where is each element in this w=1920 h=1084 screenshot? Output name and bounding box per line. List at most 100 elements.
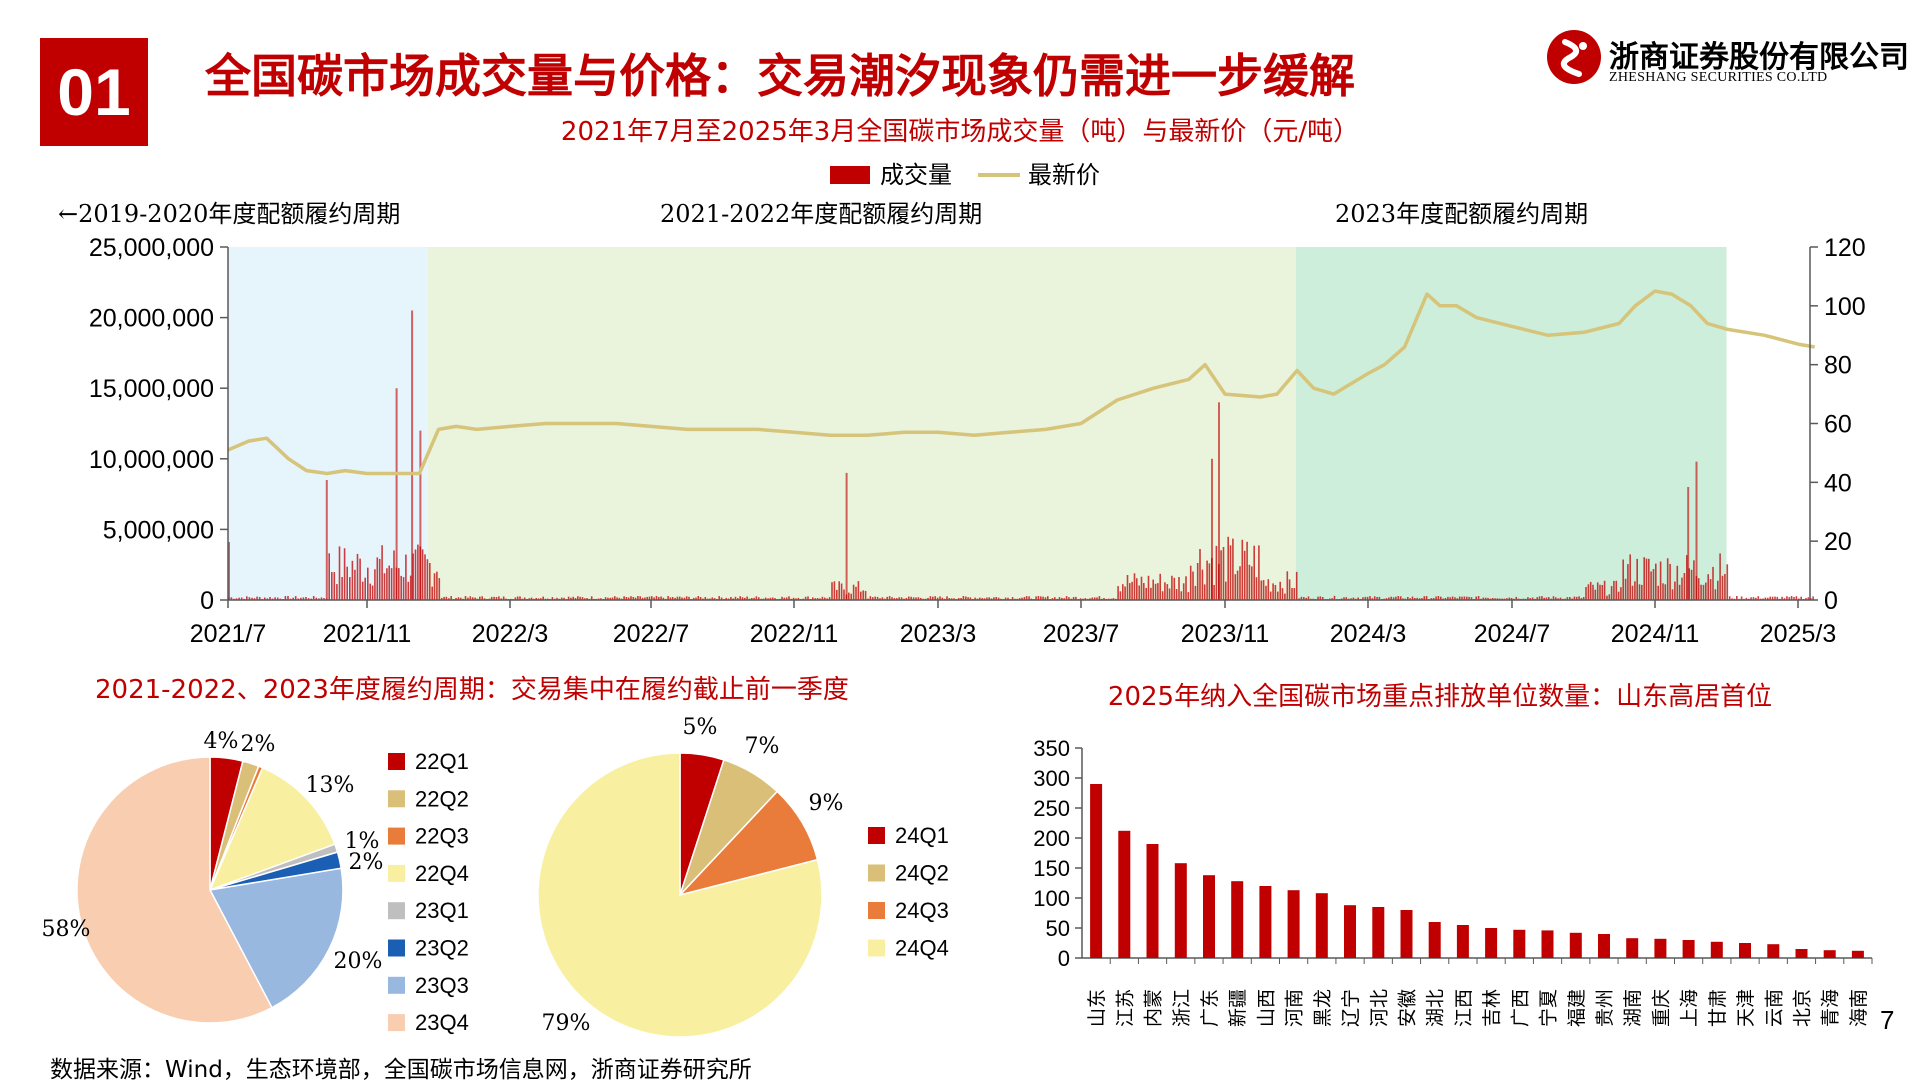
volume-bar (1203, 584, 1206, 600)
volume-bar (269, 597, 271, 600)
bar-category-label: 山东 (1086, 989, 1108, 1027)
volume-bar (678, 596, 681, 600)
volume-bar (637, 596, 639, 600)
volume-bar (1178, 577, 1180, 600)
volume-bar (1281, 588, 1284, 600)
volume-bar (988, 597, 990, 600)
bar-y-tick-label: 0 (1058, 946, 1070, 971)
volume-bar (323, 598, 325, 600)
volume-bar (338, 546, 341, 600)
volume-bar (274, 597, 276, 600)
page-title: 全国碳市场成交量与价格：交易潮汐现象仍需进一步缓解 (205, 49, 1355, 103)
legend-swatch-22Q1 (388, 753, 405, 770)
volume-bar (1634, 581, 1636, 600)
volume-bar (1061, 597, 1063, 600)
volume-bar (1764, 597, 1767, 600)
data-source-note: 数据来源：Wind，生态环境部，全国碳市场信息网，浙商证券研究所 (50, 1057, 752, 1083)
volume-bar (455, 598, 457, 600)
legend-label-23Q4: 23Q4 (415, 1010, 469, 1035)
legend-swatch-24Q4 (868, 939, 885, 957)
volume-bar (1724, 574, 1726, 600)
pie-slice-24Q3 (677, 790, 819, 897)
volume-bar (1018, 598, 1021, 600)
volume-bar (1054, 597, 1056, 600)
volume-bar (240, 597, 243, 600)
x-tick-label: 2021/7 (190, 620, 266, 648)
volume-bar (1140, 576, 1143, 600)
volume-bar (1333, 595, 1336, 600)
volume-bar (1559, 597, 1562, 600)
volume-bar (993, 597, 995, 600)
volume-bar (1124, 586, 1126, 600)
x-tick-label: 2022/3 (472, 620, 548, 648)
volume-bar (744, 597, 746, 600)
volume-bar (604, 597, 607, 600)
volume-bar (230, 597, 233, 600)
bar-重庆 (1654, 938, 1667, 958)
legend-label-22Q1: 22Q1 (415, 749, 469, 774)
volume-bar (771, 597, 774, 600)
volume-bar (556, 597, 558, 600)
volume-bar (246, 596, 248, 600)
right-tick-label: 20 (1824, 528, 1852, 556)
volume-bar (1180, 591, 1183, 600)
volume-bar (1138, 585, 1140, 600)
bar-category-label: 甘肃 (1707, 989, 1729, 1027)
volume-bar (758, 597, 760, 600)
logo-name-cn: 浙商证券股份有限公司 (1609, 40, 1909, 75)
volume-bar (305, 597, 307, 600)
volume-bar (1284, 593, 1286, 600)
volume-bar (331, 572, 333, 600)
volume-bar (623, 596, 625, 600)
volume-bar (1194, 585, 1197, 600)
volume-bar (312, 596, 315, 600)
bar-新疆 (1231, 881, 1244, 958)
volume-bar (407, 581, 410, 600)
volume-bar (1615, 580, 1618, 600)
legend-label-23Q1: 23Q1 (415, 898, 469, 923)
volume-bar (732, 598, 734, 600)
volume-bar (1321, 597, 1324, 600)
volume-bar (1248, 564, 1251, 600)
volume-bar (965, 596, 967, 600)
volume-bar (1004, 597, 1007, 600)
legend-swatch-22Q4 (388, 864, 405, 882)
volume-bar (1298, 598, 1300, 600)
volume-bar (1411, 596, 1414, 600)
volume-bar (737, 598, 739, 600)
volume-bar (655, 596, 658, 600)
volume-bar (436, 571, 438, 600)
volume-bar (1251, 566, 1253, 600)
volume-bar (540, 598, 542, 600)
volume-bar (872, 597, 874, 600)
bar-上海 (1682, 940, 1695, 958)
volume-bar (755, 596, 758, 600)
volume-bar (378, 558, 381, 600)
volume-bar (1028, 596, 1030, 600)
volume-bar (1392, 597, 1395, 600)
volume-bar (1331, 598, 1333, 600)
volume-bar (639, 596, 641, 600)
volume-bar (537, 598, 540, 600)
volume-bar (1236, 570, 1239, 600)
volume-bar (1129, 583, 1131, 600)
volume-bar (893, 598, 896, 600)
volume-bar (1776, 596, 1779, 600)
volume-bar (869, 596, 872, 600)
volume-bar (1712, 566, 1714, 600)
volume-bar (1456, 598, 1459, 600)
volume-bar (590, 596, 593, 600)
volume-bar (1068, 597, 1070, 600)
volume-bar (1035, 596, 1037, 600)
volume-bar (1444, 598, 1447, 600)
volume-bar (1376, 597, 1378, 600)
volume-bar (1812, 596, 1814, 600)
bar-贵州 (1598, 934, 1610, 958)
volume-bar (1397, 596, 1400, 600)
bar-category-label: 新疆 (1227, 989, 1249, 1027)
right-tick-label: 120 (1824, 234, 1866, 262)
volume-bar (1458, 596, 1461, 600)
right-tick-label: 80 (1824, 352, 1852, 380)
volume-bar (1569, 597, 1571, 600)
volume-bar (850, 593, 852, 600)
